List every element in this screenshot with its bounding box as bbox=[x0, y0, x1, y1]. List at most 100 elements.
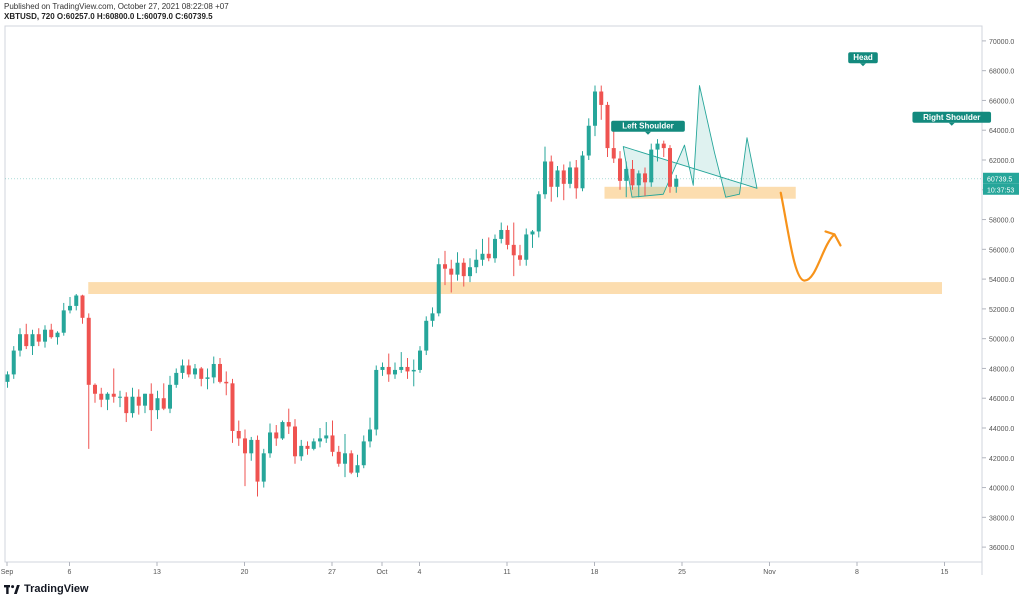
candle bbox=[293, 419, 297, 464]
candle bbox=[74, 294, 79, 311]
candle bbox=[349, 450, 354, 475]
candle bbox=[161, 383, 166, 411]
candle bbox=[211, 356, 216, 384]
candle bbox=[636, 170, 641, 198]
price-tick-label: 64000.0 bbox=[989, 128, 1014, 135]
publish-info: Published on TradingView.com, October 27… bbox=[4, 2, 229, 11]
candle-body bbox=[330, 435, 335, 452]
candle-body bbox=[274, 432, 279, 439]
candle bbox=[324, 422, 329, 443]
candle-body bbox=[636, 173, 641, 186]
candle-body bbox=[124, 396, 129, 414]
candle-body bbox=[343, 453, 347, 464]
candle-body bbox=[55, 332, 60, 338]
candle-body bbox=[568, 167, 572, 184]
footer-brand: TradingView bbox=[4, 583, 89, 595]
candle bbox=[268, 423, 272, 458]
candle-body bbox=[99, 393, 104, 400]
candle-body bbox=[11, 350, 16, 375]
candle-body bbox=[149, 393, 154, 411]
price-tick-label: 70000.0 bbox=[989, 39, 1014, 46]
candle-body bbox=[436, 264, 441, 314]
candle bbox=[11, 346, 16, 379]
candle bbox=[536, 191, 541, 238]
price-tick-label: 36000.0 bbox=[989, 545, 1014, 552]
candle bbox=[224, 371, 229, 396]
candle-body bbox=[674, 178, 679, 187]
candle bbox=[643, 167, 647, 196]
pattern-label: Head bbox=[848, 52, 878, 67]
candle-body bbox=[105, 393, 110, 400]
time-tick-label: Sep bbox=[1, 569, 14, 576]
candle bbox=[49, 323, 54, 339]
candle-body bbox=[224, 381, 229, 384]
candle-body bbox=[580, 155, 585, 189]
candle bbox=[649, 143, 654, 187]
candle-body bbox=[24, 334, 29, 347]
candle-body bbox=[49, 329, 54, 338]
candle-body bbox=[368, 429, 372, 442]
time-tick-label: 20 bbox=[241, 569, 249, 576]
candle bbox=[218, 358, 222, 384]
price-tick-label: 42000.0 bbox=[989, 456, 1014, 463]
time-tick-label: 8 bbox=[855, 569, 859, 576]
candle bbox=[230, 378, 235, 443]
candle bbox=[374, 365, 379, 436]
candle-body bbox=[505, 229, 510, 245]
candle bbox=[299, 439, 304, 461]
candle-body bbox=[18, 334, 22, 351]
tradingview-logo-icon bbox=[4, 584, 20, 594]
candle-body bbox=[361, 441, 366, 466]
candle bbox=[568, 161, 572, 189]
footer-brand-label: TradingView bbox=[24, 583, 89, 595]
candle-body bbox=[118, 396, 122, 398]
candle bbox=[336, 445, 341, 467]
candle-body bbox=[455, 262, 460, 275]
candle-body bbox=[624, 168, 629, 181]
candle-body bbox=[411, 369, 416, 372]
candle bbox=[436, 258, 441, 317]
candle-body bbox=[205, 377, 210, 379]
time-tick-label: Oct bbox=[377, 569, 388, 576]
candle bbox=[180, 359, 185, 379]
candle-body bbox=[536, 194, 541, 232]
candle-body bbox=[230, 383, 235, 431]
price-tick-label: 52000.0 bbox=[989, 307, 1014, 314]
candle bbox=[493, 234, 497, 263]
candle bbox=[524, 228, 529, 266]
candle-body bbox=[193, 368, 197, 375]
candle bbox=[105, 392, 110, 411]
time-tick-label: 6 bbox=[68, 569, 72, 576]
candle bbox=[380, 362, 385, 376]
candle bbox=[130, 387, 135, 418]
candle-body bbox=[443, 264, 447, 269]
candle-body bbox=[68, 305, 72, 311]
head-shoulders-pattern bbox=[622, 85, 758, 198]
candle-body bbox=[293, 426, 297, 457]
candle-body bbox=[249, 439, 254, 454]
candle bbox=[136, 389, 141, 415]
candle bbox=[530, 229, 535, 248]
time-tick-label: 13 bbox=[153, 569, 161, 576]
pattern-label-box bbox=[848, 52, 878, 64]
candle bbox=[511, 222, 516, 277]
candle-body bbox=[86, 317, 91, 385]
candle bbox=[543, 146, 547, 199]
candle-body bbox=[261, 453, 266, 482]
candle-body bbox=[393, 369, 397, 375]
candle bbox=[93, 383, 97, 403]
candle bbox=[368, 417, 372, 448]
price-tick-label: 50000.0 bbox=[989, 337, 1014, 344]
candle-body bbox=[255, 439, 260, 482]
candle-body bbox=[380, 366, 385, 370]
candle bbox=[243, 429, 247, 487]
candle bbox=[674, 174, 679, 193]
candle-body bbox=[74, 295, 79, 306]
candle bbox=[624, 161, 629, 198]
candle-body bbox=[286, 422, 291, 427]
candle bbox=[199, 366, 204, 387]
candle-body bbox=[543, 161, 547, 195]
candle-body bbox=[530, 231, 535, 235]
candle-body bbox=[518, 255, 522, 260]
